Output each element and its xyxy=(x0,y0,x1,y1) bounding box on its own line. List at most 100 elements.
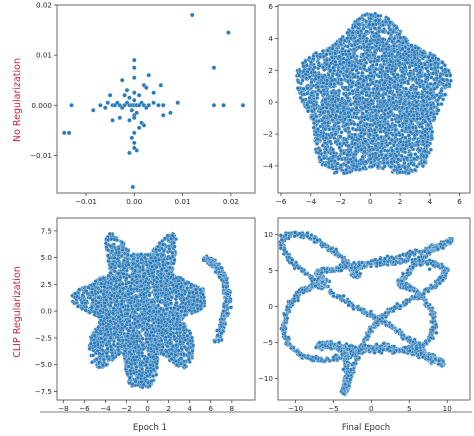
scatter-point xyxy=(131,75,137,80)
scatter-point xyxy=(392,106,397,111)
scatter-point xyxy=(325,109,331,114)
scatter-point xyxy=(423,119,428,124)
scatter-point xyxy=(372,49,377,54)
scatter-point xyxy=(107,92,113,98)
scatter-point xyxy=(403,150,408,155)
scatter-point xyxy=(151,100,156,106)
scatter-point xyxy=(308,60,314,65)
scatter-point xyxy=(363,159,368,164)
scatter-point xyxy=(343,137,349,142)
scatter-point xyxy=(405,79,410,84)
scatter-point xyxy=(350,67,355,72)
scatter-point xyxy=(317,63,322,69)
scatter-point xyxy=(444,83,449,88)
scatter-point xyxy=(398,35,403,40)
scatter-point xyxy=(420,50,425,55)
scatter-point xyxy=(346,110,351,115)
scatter-point xyxy=(368,70,373,75)
scatter-point xyxy=(333,90,338,95)
scatter-point xyxy=(381,161,386,166)
scatter-point xyxy=(131,97,137,103)
scatter-point xyxy=(395,72,400,77)
scatter-point xyxy=(324,52,329,57)
scatter-point xyxy=(307,55,312,60)
scatter-point xyxy=(345,79,350,84)
scatter-point xyxy=(388,109,393,114)
scatter-point xyxy=(407,65,412,70)
scatter-point xyxy=(396,114,402,119)
scatter-point xyxy=(211,102,217,108)
scatter-point xyxy=(330,107,335,112)
scatter-point xyxy=(390,39,395,44)
scatter-point xyxy=(345,152,350,158)
scatter-point xyxy=(374,155,379,161)
scatter-point xyxy=(129,108,135,113)
scatter-point xyxy=(388,164,394,170)
scatter-point xyxy=(364,60,369,65)
scatter-point xyxy=(323,97,328,102)
scatter-point xyxy=(373,18,378,23)
scatter-point xyxy=(396,38,401,44)
scatter-point xyxy=(129,135,135,141)
scatter-point xyxy=(357,58,363,64)
scatter-point xyxy=(124,87,130,93)
scatter-point xyxy=(413,62,418,67)
scatter-point xyxy=(306,109,311,114)
scatter-point xyxy=(127,150,132,156)
scatter-point xyxy=(376,91,381,96)
scatter-point xyxy=(382,59,387,64)
scatter-point xyxy=(428,87,433,92)
scatter-point xyxy=(296,80,301,85)
scatter-point xyxy=(407,101,412,106)
scatter-point xyxy=(400,105,405,110)
scatter-point xyxy=(324,78,330,83)
scatter-point xyxy=(295,86,300,91)
scatter-point xyxy=(341,151,347,156)
scatter-point xyxy=(426,55,431,60)
scatter-point xyxy=(321,80,326,85)
scatter-point xyxy=(441,97,446,102)
scatter-point xyxy=(323,127,328,132)
scatter-point xyxy=(364,29,369,34)
scatter-point xyxy=(444,73,449,78)
scatter-point xyxy=(377,123,383,128)
scatter-point xyxy=(379,86,385,91)
scatter-point xyxy=(383,116,388,122)
scatter-point xyxy=(315,92,320,97)
scatter-point xyxy=(151,90,156,96)
scatter-point xyxy=(300,61,305,66)
scatter-point xyxy=(332,82,337,87)
scatter-point xyxy=(383,91,388,96)
scatter-point xyxy=(307,100,312,105)
scatter-point xyxy=(327,139,333,144)
scatter-point xyxy=(370,138,375,144)
scatter-point xyxy=(349,55,354,60)
scatter-point xyxy=(158,82,164,88)
scatter-point xyxy=(410,125,415,130)
scatter-point xyxy=(358,134,363,139)
scatter-point xyxy=(370,63,375,68)
y-tick-label: 6 xyxy=(268,2,273,11)
scatter-point xyxy=(131,140,137,146)
axes-frame xyxy=(56,4,256,194)
scatter-point xyxy=(390,96,395,101)
scatter-point xyxy=(397,130,402,136)
scatter-point xyxy=(402,80,407,85)
scatter-point xyxy=(309,90,314,95)
scatter-point xyxy=(414,100,419,105)
scatter-point xyxy=(419,134,424,139)
scatter-point xyxy=(354,127,359,132)
y-tick-label: 0.000 xyxy=(31,101,52,110)
scatter-point xyxy=(305,91,310,96)
scatter-point xyxy=(424,139,430,144)
scatter-point xyxy=(376,109,381,114)
scatter-point xyxy=(320,49,325,54)
scatter-point xyxy=(315,84,320,90)
scatter-point xyxy=(385,69,390,74)
scatter-point xyxy=(434,84,440,90)
scatter-point xyxy=(369,13,374,18)
scatter-point xyxy=(362,87,368,92)
scatter-point xyxy=(341,60,346,65)
scatter-point xyxy=(378,129,383,134)
scatter-point xyxy=(346,114,351,119)
